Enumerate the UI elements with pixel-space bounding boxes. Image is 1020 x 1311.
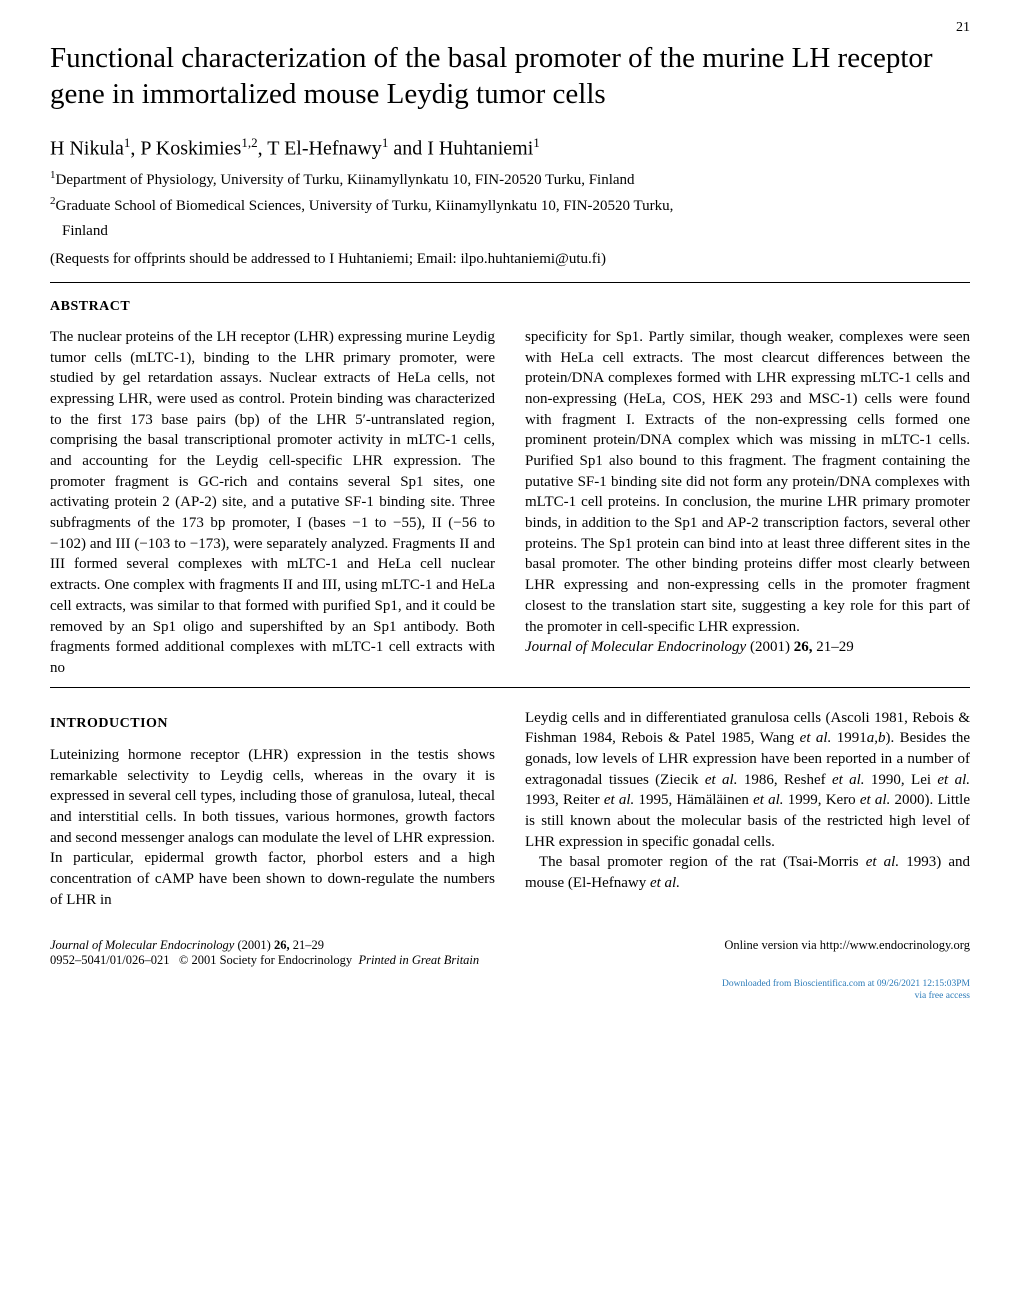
divider: [50, 687, 970, 688]
abstract-columns: The nuclear proteins of the LH receptor …: [50, 327, 970, 679]
download-line1: Downloaded from Bioscientifica.com at 09…: [722, 978, 970, 990]
page-number: 21: [956, 20, 970, 36]
footer-right: Online version via http://www.endocrinol…: [724, 938, 970, 968]
intro-left-text: Luteinizing hormone receptor (LHR) expre…: [50, 745, 495, 911]
footer-cite: (2001) 26, 21–29: [234, 938, 324, 952]
footer-copyright: 0952–5041/01/026–021 © 2001 Society for …: [50, 953, 479, 967]
affiliation-1: 1Department of Physiology, University of…: [50, 168, 970, 190]
article-title: Functional characterization of the basal…: [50, 40, 970, 113]
footer-left: Journal of Molecular Endocrinology (2001…: [50, 938, 479, 968]
footer-journal-name: Journal of Molecular Endocrinology: [50, 938, 234, 952]
download-info: Downloaded from Bioscientifica.com at 09…: [722, 978, 970, 1003]
page-footer: Journal of Molecular Endocrinology (2001…: [50, 938, 970, 968]
abstract-heading: ABSTRACT: [50, 299, 970, 315]
intro-left-col: INTRODUCTION Luteinizing hormone recepto…: [50, 708, 495, 911]
abstract-left-col: The nuclear proteins of the LH receptor …: [50, 327, 495, 679]
affiliation-2-line1: 2Graduate School of Biomedical Sciences,…: [50, 194, 970, 216]
intro-right-col: Leydig cells and in differentiated granu…: [525, 708, 970, 911]
correspondence: (Requests for offprints should be addres…: [50, 251, 970, 268]
authors: H Nikula1, P Koskimies1,2, T El-Hefnawy1…: [50, 135, 970, 161]
affiliation-2-line2: Finland: [50, 221, 970, 241]
intro-columns: INTRODUCTION Luteinizing hormone recepto…: [50, 708, 970, 911]
introduction-heading: INTRODUCTION: [50, 714, 495, 733]
intro-right-p1: Leydig cells and in differentiated granu…: [525, 708, 970, 853]
divider: [50, 282, 970, 283]
intro-right-p2: The basal promoter region of the rat (Ts…: [525, 852, 970, 893]
abstract-right-text: specificity for Sp1. Partly similar, tho…: [525, 329, 970, 635]
abstract-journal-cite: (2001) 26, 21–29: [746, 639, 854, 655]
abstract-right-col: specificity for Sp1. Partly similar, tho…: [525, 327, 970, 679]
download-line2: via free access: [722, 990, 970, 1002]
abstract-journal-name: Journal of Molecular Endocrinology: [525, 639, 746, 655]
